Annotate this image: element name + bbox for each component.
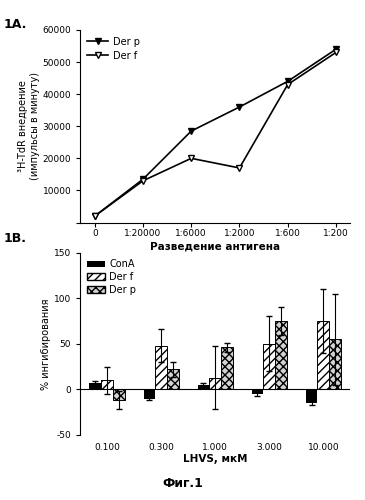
Der p (189, 128, 193, 134)
Bar (155, 346, 167, 390)
Line: Der p: Der p (91, 46, 339, 220)
Text: Фиг.1: Фиг.1 (162, 477, 203, 490)
Der f (334, 50, 338, 56)
Bar (143, 390, 155, 398)
Y-axis label: ³H-TdR внедрение
(импульсы в минуту): ³H-TdR внедрение (импульсы в минуту) (18, 72, 40, 180)
Legend: Der p, Der f: Der p, Der f (85, 35, 142, 62)
Bar (167, 370, 179, 390)
Der p (237, 104, 242, 110)
Der p (141, 176, 145, 182)
Bar (306, 390, 318, 403)
Der p (93, 213, 97, 219)
Der f (93, 213, 97, 219)
Bar (264, 344, 275, 390)
Der f (237, 165, 242, 171)
Der f (189, 156, 193, 162)
Bar (101, 380, 113, 390)
Bar (89, 383, 101, 390)
X-axis label: Разведение антигена: Разведение антигена (150, 241, 280, 251)
Bar (275, 321, 287, 390)
X-axis label: LHVS, мкМ: LHVS, мкМ (183, 454, 247, 464)
Der p (334, 46, 338, 52)
Text: 1A.: 1A. (4, 18, 27, 30)
Y-axis label: % ингибирования: % ингибирования (41, 298, 51, 390)
Text: 1B.: 1B. (4, 232, 27, 245)
Bar (113, 390, 125, 400)
Der f (285, 82, 290, 87)
Line: Der f: Der f (91, 49, 339, 219)
Bar (221, 348, 233, 390)
Legend: ConA, Der f, Der p: ConA, Der f, Der p (85, 258, 138, 297)
Bar (318, 321, 329, 390)
Der p (285, 78, 290, 84)
Bar (329, 339, 341, 390)
Bar (251, 390, 264, 394)
Der f (141, 178, 145, 184)
Bar (210, 378, 221, 390)
Bar (197, 385, 210, 390)
